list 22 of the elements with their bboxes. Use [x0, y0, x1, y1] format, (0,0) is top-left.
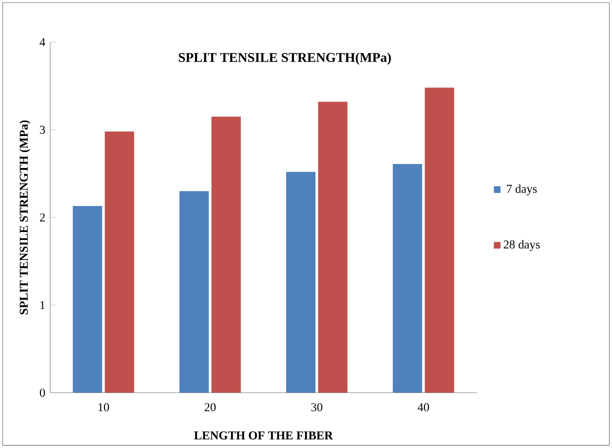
x-tick-label: 30 [311, 403, 322, 412]
y-axis-title: SPLIT TENSILE STRENGTH (MPa) [19, 120, 30, 314]
bar [318, 102, 348, 393]
y-tick-label: 2 [40, 213, 45, 222]
x-axis-title: LENGTH OF THE FIBER [194, 431, 334, 440]
bar [286, 172, 316, 393]
legend-label: 28 days [504, 240, 540, 252]
text: SPLIT TENSILE STRENGTH(MPa) [178, 52, 391, 65]
bar [211, 116, 241, 393]
y-tick-label: 4 [40, 38, 46, 46]
bar [179, 191, 209, 393]
bar [72, 206, 102, 393]
bar [424, 88, 454, 393]
bar [104, 132, 134, 393]
legend-label: 7 days [506, 184, 537, 196]
bar [392, 164, 422, 393]
x-tick-label: 10 [98, 403, 110, 412]
y-tick-label: 3 [40, 126, 45, 134]
y-tick-label: 0 [40, 388, 45, 397]
x-tick-label: 40 [418, 403, 429, 412]
y-tick-label: 1 [40, 301, 45, 310]
x-tick-label: 20 [204, 403, 216, 412]
